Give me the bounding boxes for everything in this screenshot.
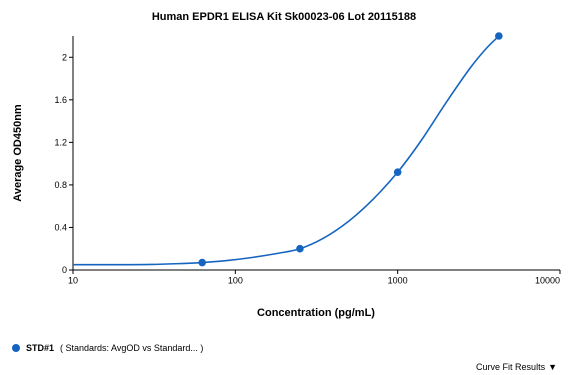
caret-down-icon: ▼	[548, 362, 557, 372]
y-tick-label: 0	[62, 265, 67, 275]
data-point[interactable]	[393, 168, 402, 176]
y-tick-label: 0.4	[54, 222, 67, 232]
legend-marker	[12, 344, 20, 352]
y-tick-label: 2	[62, 52, 67, 62]
x-tick-label: 10	[68, 275, 78, 285]
y-axis-title: Average OD450nm	[12, 104, 24, 202]
x-axis-title: Concentration (pg/mL)	[257, 307, 375, 319]
fit-curve-line	[72, 35, 500, 266]
y-tick-label: 0.8	[54, 180, 67, 190]
legend-series-name[interactable]: STD#1	[26, 343, 55, 353]
curve-fit-label: Curve Fit Results	[476, 362, 546, 372]
legend-series-detail: ( Standards: AvgOD vs Standard... )	[60, 343, 204, 353]
data-point[interactable]	[296, 244, 304, 253]
axes	[72, 36, 560, 271]
legend: STD#1 ( Standards: AvgOD vs Standard... …	[12, 343, 203, 353]
y-tick-label: 1.6	[54, 95, 67, 105]
x-tick-label: 100	[228, 275, 243, 285]
x-tick-label: 10000	[535, 275, 560, 285]
y-tick-label: 1.2	[54, 137, 67, 147]
data-points	[198, 32, 503, 267]
data-point[interactable]	[198, 258, 206, 267]
y-ticks: 0 0.4 0.8 1.2 1.6 2	[54, 52, 73, 275]
chart-title: Human EPDR1 ELISA Kit Sk00023-06 Lot 201…	[152, 11, 416, 23]
data-point[interactable]	[495, 32, 503, 40]
x-tick-label: 1000	[388, 275, 408, 285]
x-ticks: 10 100 1000 10000	[68, 270, 561, 285]
curve-fit-results-toggle[interactable]: Curve Fit Results ▼	[476, 362, 557, 372]
